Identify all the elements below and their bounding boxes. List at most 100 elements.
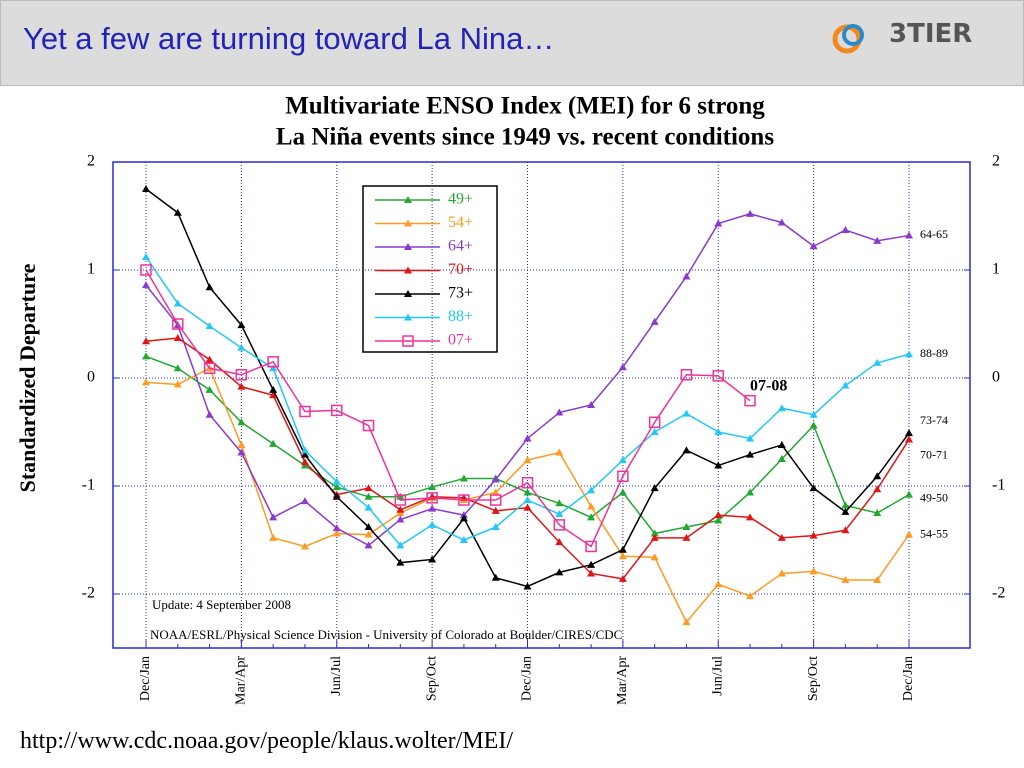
point <box>873 236 882 244</box>
point <box>428 555 437 563</box>
point <box>523 582 532 590</box>
point <box>362 419 375 432</box>
end-label: 88-89 <box>920 346 948 360</box>
point <box>237 418 246 426</box>
end-label: 07-08 <box>750 377 787 394</box>
point <box>426 492 438 504</box>
point <box>299 405 311 418</box>
y-tick-label: -2 <box>82 585 95 602</box>
point <box>459 474 468 482</box>
point <box>142 352 150 360</box>
legend-label: 64+ <box>448 238 473 255</box>
x-tick-label: Dec/Jan <box>520 656 535 701</box>
point <box>491 488 500 496</box>
x-tick-label: Mar/Apr <box>234 656 249 705</box>
point <box>873 485 882 493</box>
x-tick-label: Jun/Jul <box>710 656 725 696</box>
point <box>777 218 786 226</box>
point <box>809 421 818 429</box>
end-label: 70-71 <box>920 447 948 461</box>
point <box>523 488 532 496</box>
point <box>714 461 723 469</box>
point <box>300 450 309 458</box>
point <box>458 494 470 506</box>
point <box>555 510 564 518</box>
point <box>491 573 500 581</box>
point <box>331 404 343 417</box>
point <box>618 363 627 371</box>
point <box>555 499 564 507</box>
point <box>404 196 412 203</box>
logo-text: 3TIER <box>889 19 973 49</box>
point <box>205 385 214 393</box>
point <box>459 536 468 543</box>
point <box>396 505 405 513</box>
point <box>555 448 564 456</box>
point <box>905 530 913 538</box>
x-tick-label: Sep/Oct <box>424 656 439 701</box>
legend-label: 07+ <box>448 332 473 349</box>
point <box>491 506 500 514</box>
point <box>237 382 246 390</box>
point <box>142 281 150 289</box>
point <box>587 569 596 577</box>
point <box>714 511 723 519</box>
point <box>237 343 246 351</box>
point <box>269 364 278 372</box>
point <box>682 523 691 531</box>
end-label: 64-65 <box>920 227 948 241</box>
point <box>428 483 437 491</box>
point <box>404 290 412 297</box>
point <box>746 209 755 217</box>
point <box>205 283 214 291</box>
point <box>587 401 596 408</box>
point <box>714 219 723 227</box>
point <box>650 484 659 492</box>
point <box>714 580 723 588</box>
point <box>523 503 532 511</box>
point <box>680 369 693 381</box>
point <box>905 435 913 443</box>
point <box>585 540 597 553</box>
legend-label: 73+ <box>448 285 473 302</box>
point <box>618 545 627 553</box>
legend-label: 54+ <box>448 214 473 231</box>
point <box>777 455 786 462</box>
point <box>489 494 502 506</box>
point <box>905 350 913 358</box>
point <box>237 448 246 456</box>
point <box>205 410 214 418</box>
point <box>269 513 278 521</box>
point <box>650 533 659 541</box>
point <box>650 529 659 537</box>
point <box>553 519 566 531</box>
chart: Multivariate ENSO Index (MEI) for 6 stro… <box>15 93 1005 705</box>
point <box>809 567 818 575</box>
point <box>682 446 691 454</box>
point <box>142 337 150 345</box>
point <box>587 560 596 568</box>
point <box>523 496 532 504</box>
point <box>396 558 405 566</box>
x-tick-label: Dec/Jan <box>138 656 153 701</box>
point <box>332 483 341 491</box>
point <box>777 533 786 541</box>
point <box>841 526 850 534</box>
point <box>873 509 882 516</box>
y2-tick-label: 2 <box>992 153 1000 170</box>
point <box>404 313 412 321</box>
point <box>714 428 723 435</box>
y2-tick-label: 1 <box>992 261 1000 278</box>
point <box>300 542 309 550</box>
chart-title: La Niña events since 1949 vs. recent con… <box>276 124 774 151</box>
point <box>523 456 532 464</box>
point <box>746 450 755 458</box>
source-url: http://www.cdc.noaa.gov/people/klaus.wol… <box>20 728 513 754</box>
y-tick-label: -1 <box>82 477 95 494</box>
point <box>809 531 818 539</box>
point <box>617 470 629 483</box>
x-tick-label: Jun/Jul <box>329 656 344 696</box>
point <box>841 507 850 515</box>
point <box>459 514 468 522</box>
